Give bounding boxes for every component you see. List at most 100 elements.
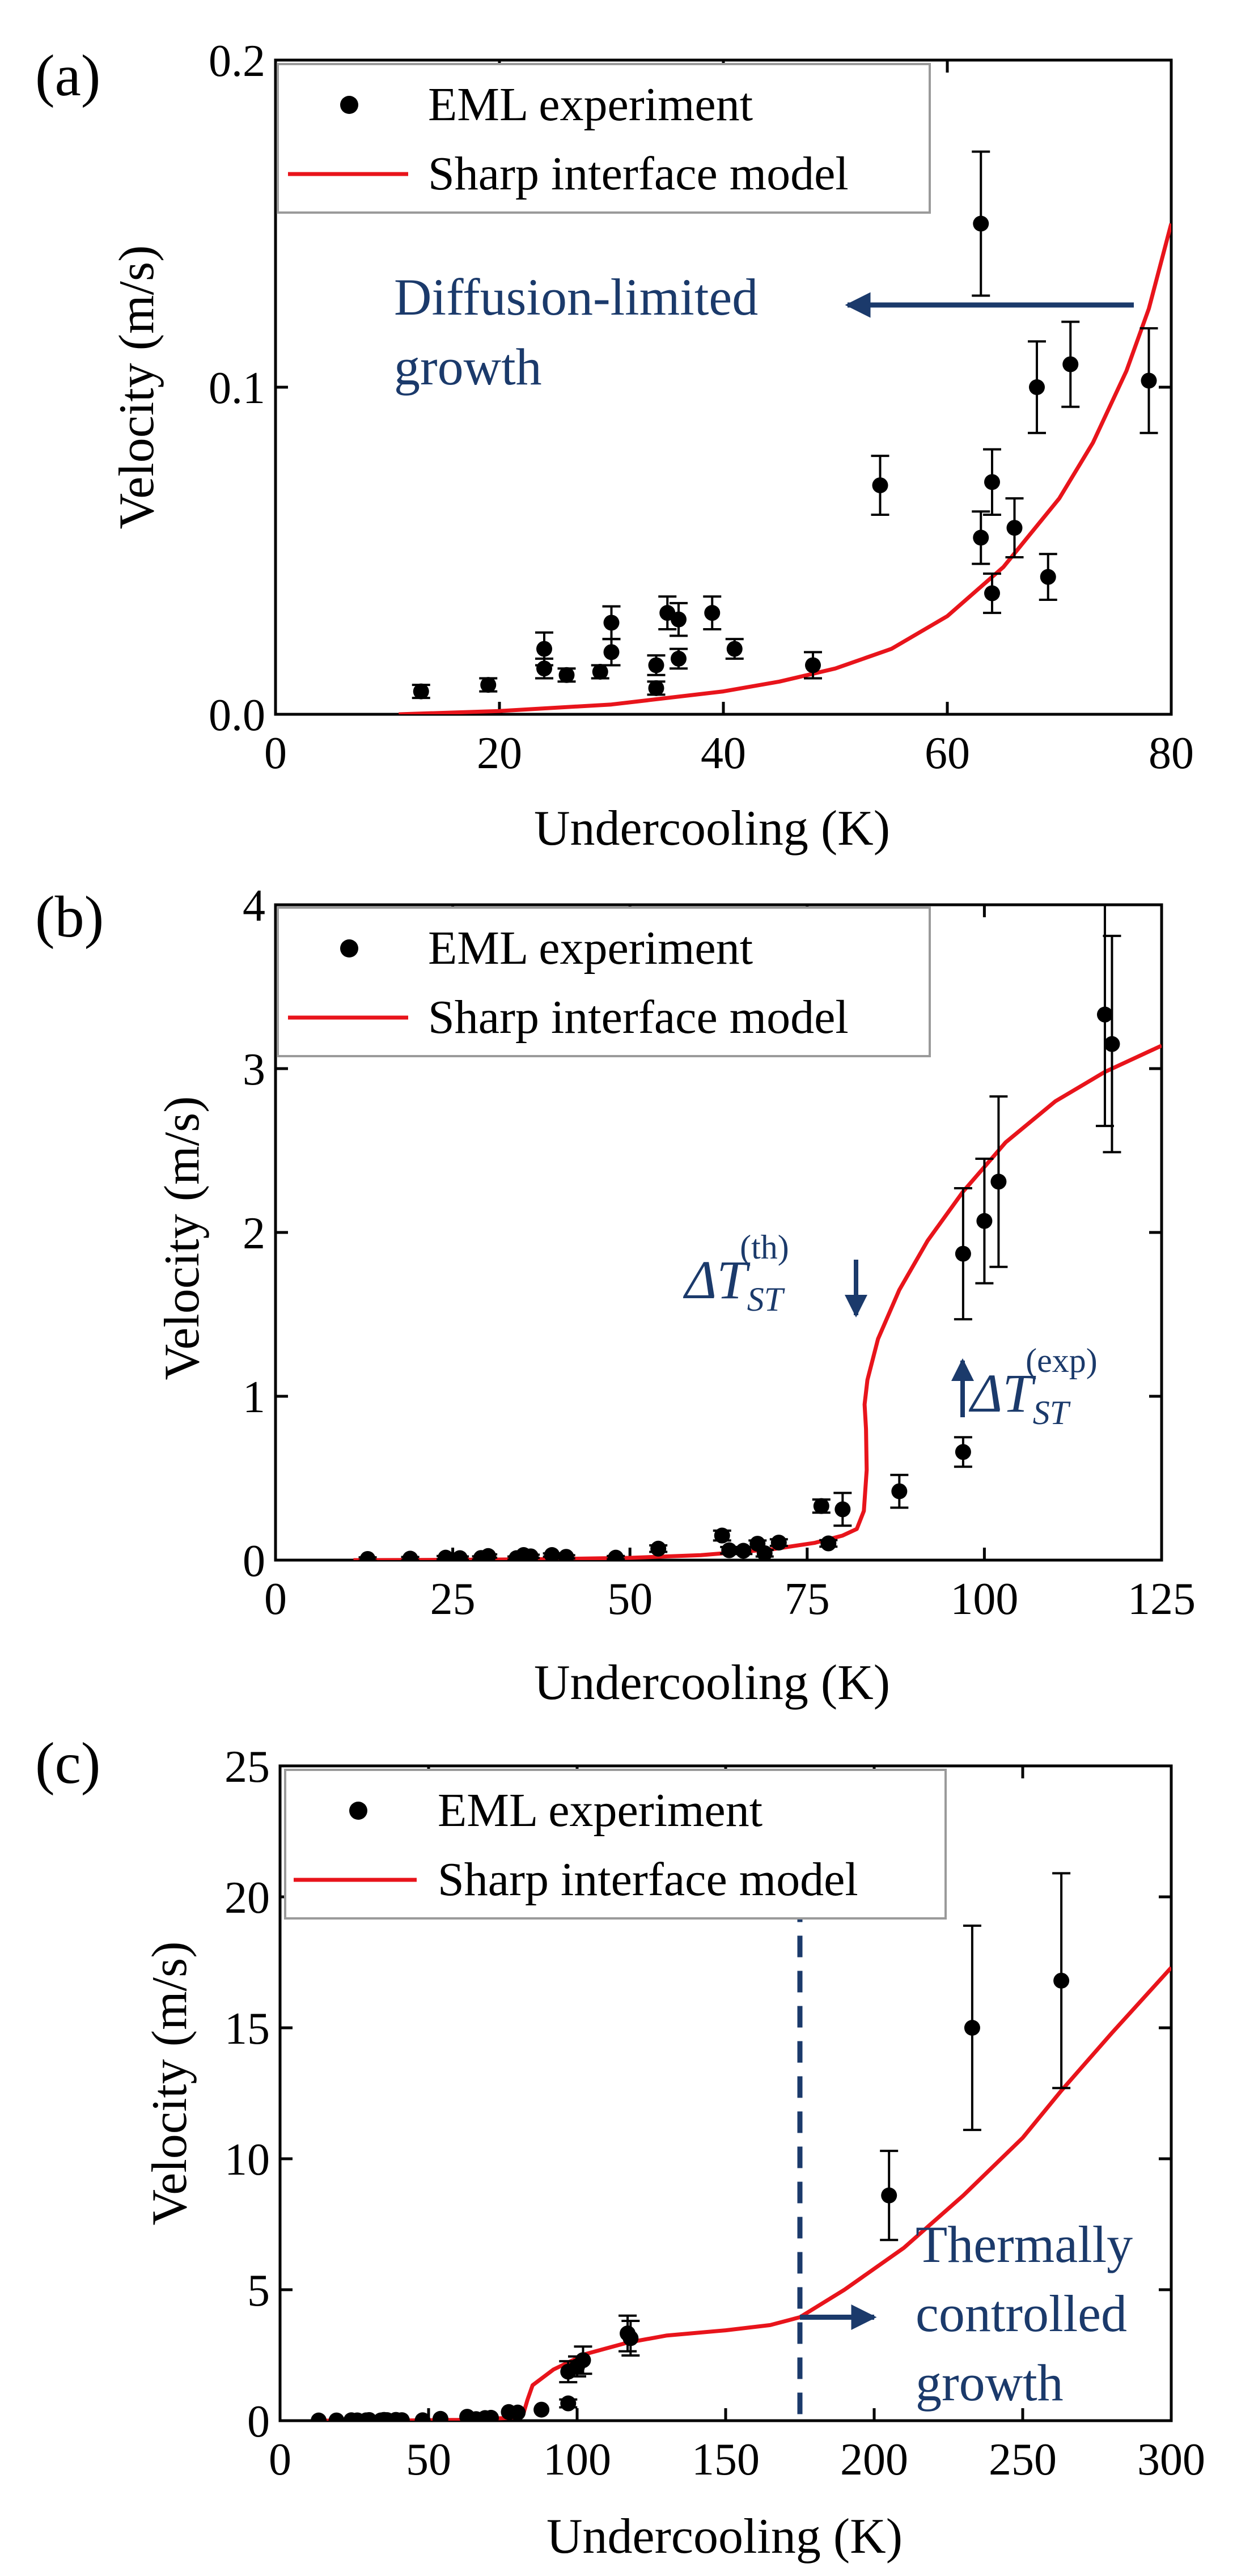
panel-a-data-point — [805, 657, 821, 673]
panel-c-y-tick-label: 10 — [224, 2135, 270, 2185]
panel-a-y-tick-label: 0.2 — [209, 36, 265, 86]
panel-b-y-tick-label: 2 — [243, 1209, 265, 1259]
panel-c-data-point — [311, 2412, 327, 2421]
panel-b-data-point — [721, 1542, 738, 1558]
panel-a-data-point — [984, 474, 1000, 490]
panel-c-annotation-line-2: controlled — [916, 2285, 1127, 2342]
panel-a-x-tick-label: 20 — [477, 728, 522, 778]
panel-a-data-point — [413, 683, 429, 700]
panel-a-data-point — [671, 650, 687, 667]
panel-c-data-point — [483, 2409, 499, 2421]
panel-a-label: (a) — [35, 43, 100, 108]
panel-a-x-tick-label: 40 — [701, 728, 746, 778]
panel-b: (b) 0 25 50 75 100 125 0 1 2 3 4 Undercooling (K)… — [35, 881, 1196, 1710]
panel-b-data-point — [990, 1173, 1007, 1190]
panel-c-y-tick-label: 0 — [247, 2397, 270, 2447]
panel-c-x-axis-title: Undercooling (K) — [547, 2509, 903, 2564]
panel-b-legend-model: Sharp interface model — [428, 991, 849, 1044]
panel-c-x-tick-label: 0 — [269, 2435, 291, 2485]
panel-b-data-point — [813, 1498, 829, 1514]
panel-b-data-point — [1096, 1006, 1113, 1023]
panel-b-data-point — [955, 1444, 971, 1460]
panel-b-x-tick-label: 100 — [950, 1574, 1018, 1624]
panel-a-data-point — [973, 529, 989, 546]
panel-b-data-point — [359, 1550, 376, 1560]
panel-a-x-tick-label: 80 — [1149, 728, 1194, 778]
panel-a-data-point — [671, 611, 687, 628]
panel-b-x-tick-label: 75 — [785, 1574, 830, 1624]
panel-a-data-point — [558, 667, 575, 683]
panel-b-data-point — [523, 1548, 539, 1560]
panel-b-y-tick-label: 1 — [243, 1372, 265, 1422]
panel-a-data-point — [1141, 372, 1157, 389]
panel-a-x-tick-label: 60 — [925, 728, 970, 778]
panel-c-data-point — [575, 2352, 591, 2369]
panel-c-x-tick-label: 250 — [989, 2435, 1057, 2485]
panel-b-threshold-th: ΔTST(th) — [683, 1228, 867, 1318]
panel-a-model-curve — [399, 223, 1171, 714]
panel-b-data-layer — [353, 905, 1162, 1560]
panel-c-x-tick-label: 100 — [543, 2435, 611, 2485]
panel-b-data-point — [402, 1550, 418, 1560]
panel-b-model-curve — [353, 1044, 1162, 1560]
panel-b-y-tick-label: 0 — [243, 1536, 265, 1586]
panel-a-x-axis-title: Undercooling (K) — [534, 801, 890, 856]
panel-a-diffusion-annotation: Diffusion-limited growth — [394, 268, 1134, 396]
panel-c-y-tick-label: 15 — [224, 2004, 270, 2054]
panel-c-thermal-annotation: Thermally controlled growth — [800, 2215, 1133, 2412]
panel-b-x-tick-labels: 0 25 50 75 100 125 — [264, 1574, 1196, 1624]
panel-a-data-point — [872, 477, 888, 494]
panel-c-y-axis-title: Velocity (m/s) — [142, 1941, 197, 2225]
panel-b-x-tick-label: 0 — [264, 1574, 287, 1624]
panel-b-data-point — [544, 1547, 560, 1560]
panel-b-data-point — [452, 1550, 468, 1560]
panel-a-data-point — [1040, 569, 1056, 585]
panel-b-data-point — [770, 1535, 787, 1551]
panel-c-y-tick-labels: 0 5 10 15 20 25 — [224, 1742, 270, 2447]
panel-b-data-point — [834, 1501, 851, 1518]
panel-a-data-point — [480, 677, 497, 693]
panel-a-data-point — [704, 605, 721, 621]
panel-b-data-point — [558, 1549, 574, 1560]
panel-b-data-point — [756, 1545, 773, 1560]
panel-c-y-tick-label: 20 — [224, 1873, 270, 1923]
panel-c-data-point — [964, 2020, 980, 2036]
panel-a-legend-marker — [340, 96, 358, 114]
panel-b-data-point — [955, 1245, 971, 1262]
panel-c-data-point — [881, 2187, 897, 2204]
panel-c-legend-experiment: EML experiment — [438, 1784, 762, 1837]
panel-a: (a) 0 20 40 60 80 0.0 0.1 0.2 Undercooling (K)… — [35, 36, 1194, 856]
panel-a-y-tick-label: 0.0 — [209, 690, 265, 740]
panel-a-legend-experiment: EML experiment — [428, 78, 753, 131]
panel-a-legend-model: Sharp interface model — [428, 147, 849, 200]
panel-c-plot-area — [278, 1764, 1173, 2422]
panel-c-y-tick-label: 5 — [247, 2266, 270, 2316]
panel-c-data-point — [560, 2395, 577, 2412]
panel-b-x-tick-label: 25 — [430, 1574, 476, 1624]
panel-b-data-point — [735, 1543, 752, 1559]
panel-b-x-axis-title: Undercooling (K) — [534, 1655, 890, 1710]
panel-c: (c) 0 50 100 150 200 250 300 0 5 10 15 20 25 Underc… — [35, 1731, 1205, 2564]
panel-b-data-point — [891, 1483, 908, 1499]
panel-a-plot-area — [274, 58, 1173, 716]
panel-b-data-point — [480, 1548, 497, 1560]
panel-a-data-point — [1062, 356, 1079, 372]
panel-a-data-point — [1006, 520, 1023, 536]
panel-b-delta-t-exp: ΔTST(exp) — [968, 1342, 1098, 1431]
panel-c-data-point — [414, 2412, 431, 2421]
panel-b-legend-marker — [340, 939, 358, 957]
panel-c-x-tick-label: 300 — [1137, 2435, 1205, 2485]
panel-a-y-axis-title: Velocity (m/s) — [109, 245, 164, 529]
panel-a-annotation-line-1: Diffusion-limited — [394, 268, 758, 326]
panel-b-delta-t-th: ΔTST(th) — [683, 1228, 789, 1318]
panel-a-data-point — [603, 644, 620, 660]
panel-a-data-point — [592, 663, 608, 680]
panel-c-data-point — [393, 2412, 410, 2421]
panel-b-x-tick-label: 50 — [607, 1574, 653, 1624]
panel-b-y-tick-label: 3 — [243, 1045, 265, 1095]
panel-c-legend: EML experiment Sharp interface model — [284, 1769, 947, 1920]
panel-a-legend: EML experiment Sharp interface model — [277, 63, 931, 214]
panel-c-x-tick-label: 200 — [840, 2435, 908, 2485]
panel-c-y-tick-label: 25 — [224, 1742, 270, 1792]
